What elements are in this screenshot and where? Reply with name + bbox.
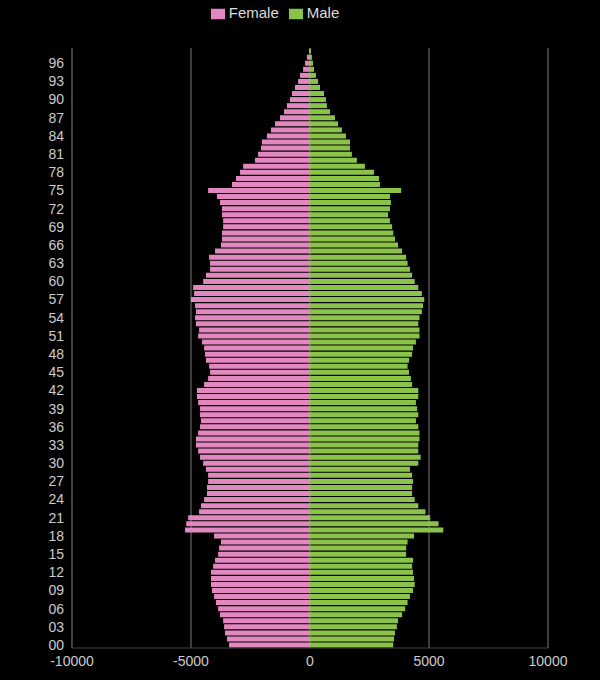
svg-text:5000: 5000: [413, 653, 444, 669]
svg-text:39: 39: [48, 401, 64, 417]
svg-text:72: 72: [48, 201, 64, 217]
svg-text:18: 18: [48, 528, 64, 544]
svg-text:21: 21: [48, 510, 64, 526]
svg-text:33: 33: [48, 437, 64, 453]
svg-text:60: 60: [48, 273, 64, 289]
svg-text:00: 00: [48, 637, 64, 653]
svg-text:42: 42: [48, 382, 64, 398]
svg-text:51: 51: [48, 328, 64, 344]
svg-text:45: 45: [48, 364, 64, 380]
svg-text:96: 96: [48, 55, 64, 71]
svg-text:63: 63: [48, 255, 64, 271]
svg-text:78: 78: [48, 164, 64, 180]
svg-text:0: 0: [306, 653, 314, 669]
svg-text:48: 48: [48, 346, 64, 362]
svg-text:69: 69: [48, 219, 64, 235]
svg-text:57: 57: [48, 291, 64, 307]
svg-text:84: 84: [48, 128, 64, 144]
svg-text:10000: 10000: [529, 653, 568, 669]
svg-text:81: 81: [48, 146, 64, 162]
svg-text:-5000: -5000: [173, 653, 209, 669]
svg-text:09: 09: [48, 582, 64, 598]
svg-text:-10000: -10000: [50, 653, 94, 669]
svg-text:03: 03: [48, 619, 64, 635]
svg-text:12: 12: [48, 564, 64, 580]
svg-text:93: 93: [48, 73, 64, 89]
svg-text:54: 54: [48, 310, 64, 326]
html-text:Male: Male: [306, 4, 340, 21]
svg-text:06: 06: [48, 601, 64, 617]
svg-text:27: 27: [48, 473, 64, 489]
html-text:Female: Female: [228, 4, 279, 21]
svg-text:15: 15: [48, 546, 64, 562]
svg-text:87: 87: [48, 110, 64, 126]
svg-text:75: 75: [48, 182, 64, 198]
svg-text:36: 36: [48, 419, 64, 435]
svg-text:30: 30: [48, 455, 64, 471]
svg-text:90: 90: [48, 91, 64, 107]
svg-text:24: 24: [48, 491, 64, 507]
svg-text:66: 66: [48, 237, 64, 253]
